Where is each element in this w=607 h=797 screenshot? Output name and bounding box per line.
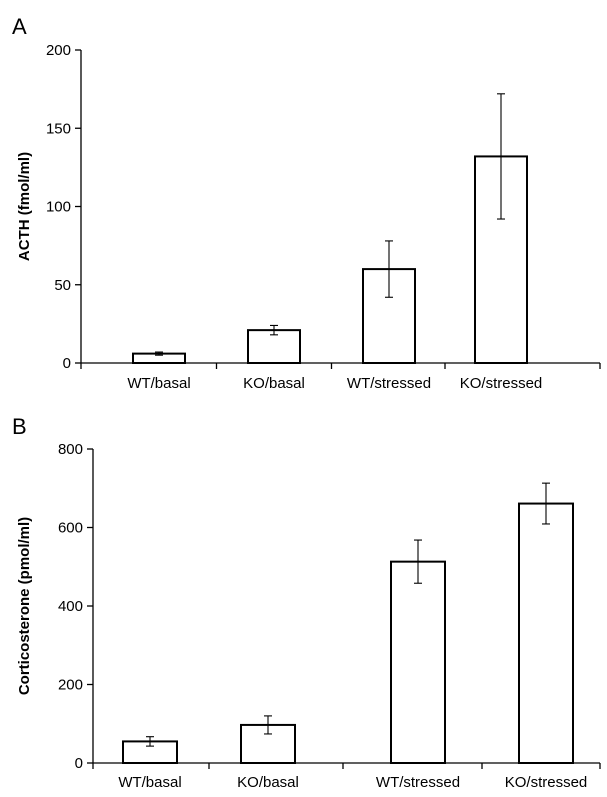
bar-ko-basal (240, 723, 296, 764)
y-tick-label: 200 (58, 677, 83, 694)
y-tick-label: 50 (54, 277, 71, 294)
chart-panel-a: A 0 50 100 150 200 ACTH (fmol/ml) WT/basal KO/ba… (12, 14, 601, 392)
y-axis-label: ACTH (fmol/ml) (16, 152, 33, 261)
bar-ko-stressed (518, 502, 574, 764)
bar-wt-stressed (390, 560, 446, 765)
y-tick-label: 600 (58, 520, 83, 537)
x-category-label: WT/stressed (347, 375, 431, 392)
y-tick-label: 100 (46, 199, 71, 216)
panel-label: A (12, 14, 27, 39)
x-category-label: KO/basal (243, 375, 305, 392)
bar-ko-basal (247, 329, 301, 365)
x-category-label: WT/basal (127, 375, 190, 392)
x-category-label: WT/stressed (376, 774, 460, 791)
y-tick-label: 0 (75, 755, 83, 772)
y-tick-label: 800 (58, 441, 83, 458)
y-tick-label: 400 (58, 598, 83, 615)
x-category-label: KO/stressed (505, 774, 588, 791)
y-tick-label: 150 (46, 120, 71, 137)
x-category-label: KO/basal (237, 774, 299, 791)
y-axis-label: Corticosterone (pmol/ml) (16, 517, 33, 695)
x-category-label: WT/basal (118, 774, 181, 791)
y-tick-label: 200 (46, 42, 71, 59)
panel-label: B (12, 414, 27, 439)
chart-panel-b: B 0 200 400 600 800 Corticosterone (pmol/ml) WT… (12, 414, 601, 791)
x-category-label: KO/stressed (460, 375, 543, 392)
y-tick-label: 0 (63, 355, 71, 372)
